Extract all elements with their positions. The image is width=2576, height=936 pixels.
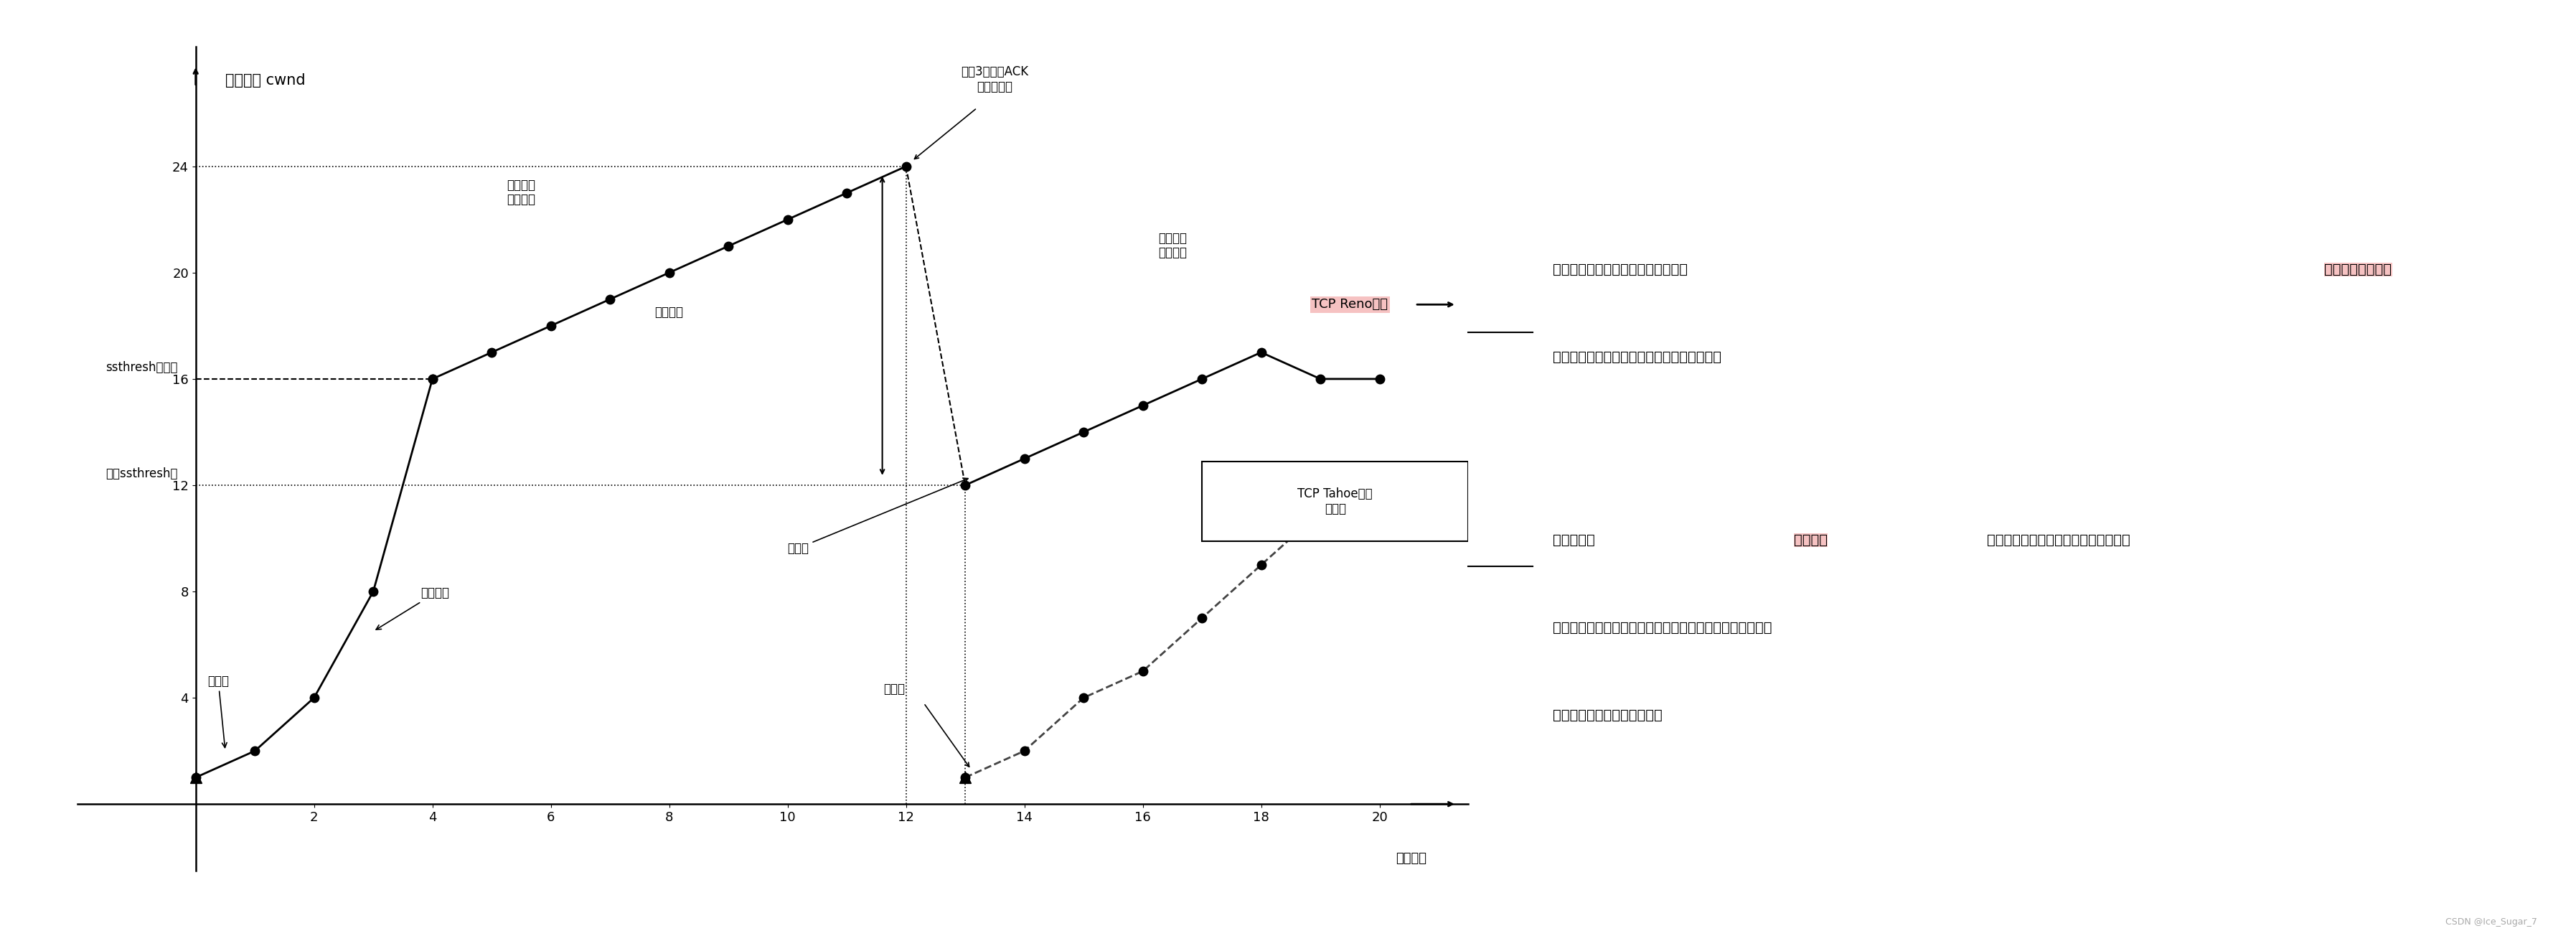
- Text: TCP Reno版本: TCP Reno版本: [1311, 298, 1388, 311]
- Text: 慢启动: 慢启动: [884, 682, 904, 695]
- Text: 在全新版本中，到线性增长阈値后是: 在全新版本中，到线性增长阈値后是: [1553, 263, 1687, 276]
- Text: 拥塞窗口 cwnd: 拥塞窗口 cwnd: [224, 73, 307, 88]
- Text: TCP Tahoe版本
已废弃: TCP Tahoe版本 已废弃: [1298, 488, 1373, 515]
- Text: 拥塞避免
加法增大: 拥塞避免 加法增大: [1159, 231, 1188, 259]
- Text: ssthresh初始値: ssthresh初始値: [106, 360, 178, 373]
- Text: 乘法减小: 乘法减小: [654, 306, 683, 319]
- Text: 慢启动: 慢启动: [209, 675, 229, 748]
- Text: 新的ssthresh値: 新的ssthresh値: [106, 467, 178, 480]
- Text: 传输轮次: 传输轮次: [1396, 852, 1427, 865]
- Text: 回到阈値的一半，: 回到阈値的一半，: [2324, 263, 2393, 276]
- Text: 经典版本: 经典版本: [1793, 534, 1826, 547]
- FancyBboxPatch shape: [1203, 461, 1468, 541]
- Text: 拥塞避免
加法增大: 拥塞避免 加法增大: [507, 179, 536, 206]
- Text: CSDN @Ice_Sugar_7: CSDN @Ice_Sugar_7: [2445, 917, 2537, 927]
- Text: ，在这个版本中，线性增长到阈値之后: ，在这个版本中，线性增长到阈値之后: [1986, 534, 2130, 547]
- Text: 然后重新线性增长，不再经历指数增长的阶段: 然后重新线性增长，不再经历指数增长的阶段: [1553, 350, 1721, 364]
- Text: 收到3个重复ACK
执行快重传: 收到3个重复ACK 执行快重传: [961, 66, 1028, 94]
- Text: 虚线部分为: 虚线部分为: [1553, 534, 1595, 547]
- Text: 快恢复: 快恢复: [788, 478, 969, 554]
- Text: 指数增长: 指数增长: [376, 587, 448, 630]
- Text: 此时指数增长的阈値减小了）: 此时指数增长的阈値减小了）: [1553, 709, 1662, 722]
- Text: 就会回到慢启动的起始値，重新按照前面的流程增长（注意: 就会回到慢启动的起始値，重新按照前面的流程增长（注意: [1553, 621, 1772, 635]
